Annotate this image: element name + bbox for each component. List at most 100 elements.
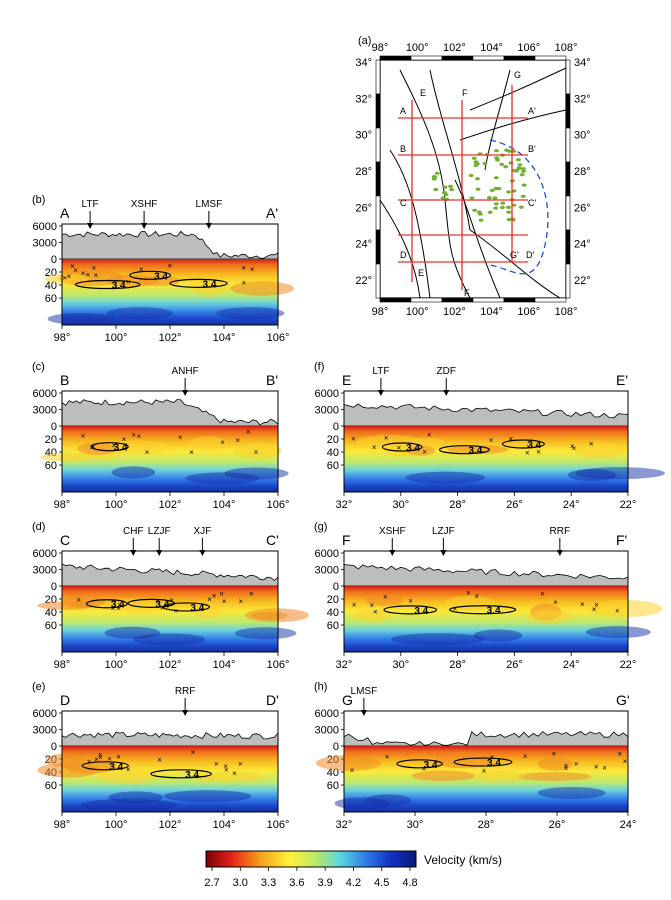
earthquake-marker: × [592, 605, 597, 614]
latitude-label: 28° [574, 166, 591, 178]
profile-start-label: C [60, 532, 70, 548]
map-border-segment [503, 55, 536, 61]
fault-trace [454, 179, 501, 299]
earthquake-marker: × [167, 261, 172, 270]
velocity-anomaly [434, 752, 491, 769]
velocity-colorbar: Velocity (km/s) 2.7 3.0 3.3 3.6 3.9 4.2 4.5 4.8 [204, 850, 502, 889]
earthquake-marker: × [81, 269, 86, 278]
latitude-label: 26° [574, 202, 591, 214]
longitude-label: 100° [406, 42, 429, 54]
contour-label: 3.4 [487, 606, 501, 617]
earthquake-marker: × [137, 432, 142, 441]
x-tick-label: 28° [449, 659, 466, 671]
earthquake-marker: × [422, 765, 427, 774]
x-tick-label: 106° [267, 499, 290, 511]
earthquake-marker: × [126, 277, 131, 286]
earthquake-marker: × [98, 753, 103, 762]
profile-start-label: G [342, 692, 353, 708]
earthquake-marker: × [116, 604, 121, 613]
profile-end-label: F' [616, 532, 627, 548]
x-tick-label: 26° [506, 499, 523, 511]
contour-label: 3.4 [203, 279, 217, 290]
fault-arrow-head [377, 390, 384, 396]
depth-tick-label: 60 [45, 780, 57, 792]
topography-profile [61, 731, 279, 747]
seismicity-cluster [493, 206, 499, 210]
panel-letter: (b) [32, 194, 45, 206]
x-tick-label: 32° [336, 659, 353, 671]
x-tick-label: 102° [159, 819, 182, 831]
profile-endpoint-label: D [400, 250, 407, 260]
velocity-contour [81, 761, 129, 771]
velocity-anomaly [77, 442, 118, 455]
map-border-segment [375, 127, 381, 163]
earthquake-marker: × [98, 750, 103, 759]
map-border-segment [565, 229, 571, 265]
longitude-label: 98° [372, 42, 389, 54]
seismicity-cluster [433, 187, 439, 192]
x-tick-label: 32° [336, 819, 353, 831]
velocity-anomaly-deep [216, 307, 285, 320]
profile-panel-h: (h)GG'6000300002040603.43.4×××××××××××××… [314, 681, 636, 831]
seismicity-cluster [499, 205, 505, 210]
colorbar-tick-label: 4.8 [402, 877, 417, 889]
earthquake-marker: × [372, 443, 377, 452]
contour-label: 3.4 [414, 606, 428, 617]
fault-arrow-head [389, 550, 396, 556]
map-border-segment [565, 161, 571, 197]
earthquake-marker: × [87, 757, 92, 766]
earthquake-marker: × [157, 755, 162, 764]
earthquake-marker: × [214, 759, 219, 768]
x-tick-label: 30° [407, 819, 424, 831]
seismicity-cluster [472, 208, 478, 212]
earthquake-marker: × [73, 266, 78, 275]
map-border-segment [379, 297, 412, 303]
contour-label: 3.4 [155, 599, 169, 610]
elevation-tick-label: 6000 [33, 388, 57, 400]
contour-label: 3.4 [424, 760, 438, 771]
velocity-anomaly [353, 609, 393, 622]
contour-label: 3.4 [406, 443, 420, 454]
seismicity-cluster [493, 202, 499, 206]
fault-label: ANHF [172, 366, 199, 377]
earthquake-marker: × [509, 434, 514, 443]
seismicity-cluster [477, 212, 483, 216]
profile-panel-e: (e)DD'6000300002040603.43.4×××××××××××××… [32, 681, 289, 831]
earthquake-marker: × [249, 589, 254, 598]
velocity-contour [438, 445, 490, 455]
profile-end-label: B' [266, 372, 278, 388]
x-tick-label: 98° [54, 659, 71, 671]
velocity-contour [129, 270, 172, 280]
earthquake-marker: × [540, 590, 545, 599]
map-border-segment [472, 55, 505, 61]
velocity-anomaly [573, 442, 627, 458]
longitude-label: 102° [443, 42, 466, 54]
velocity-anomaly-deep [405, 471, 485, 484]
seismicity-cluster [482, 161, 488, 166]
fault-arrow-head [182, 390, 189, 396]
earthquake-marker: × [369, 601, 374, 610]
earthquake-marker: × [489, 436, 494, 445]
fault-trace [484, 69, 511, 171]
velocity-anomaly-deep [224, 467, 289, 480]
x-tick-label: 30° [392, 659, 409, 671]
seismicity-cluster [469, 196, 475, 200]
contour-label: 3.4 [468, 446, 482, 457]
earthquake-marker: × [189, 448, 194, 457]
latitude-label: 24° [355, 239, 372, 251]
earthquake-marker: × [564, 762, 569, 771]
velocity-contour [169, 278, 228, 288]
topography-profile [61, 563, 279, 587]
colorbar-tick-label: 3.6 [289, 877, 304, 889]
x-tick-label: 104° [213, 819, 236, 831]
earthquake-marker: × [178, 433, 183, 442]
seismicity-cluster [474, 177, 480, 181]
earthquake-marker: × [572, 444, 577, 453]
colorbar-strip [205, 850, 417, 868]
earthquake-marker: × [155, 597, 160, 606]
profile-endpoint-label: E [418, 268, 424, 278]
colorbar-tick-label: 3.9 [317, 877, 332, 889]
velocity-anomaly [189, 436, 228, 450]
profile-endpoint-label: A' [528, 106, 536, 116]
